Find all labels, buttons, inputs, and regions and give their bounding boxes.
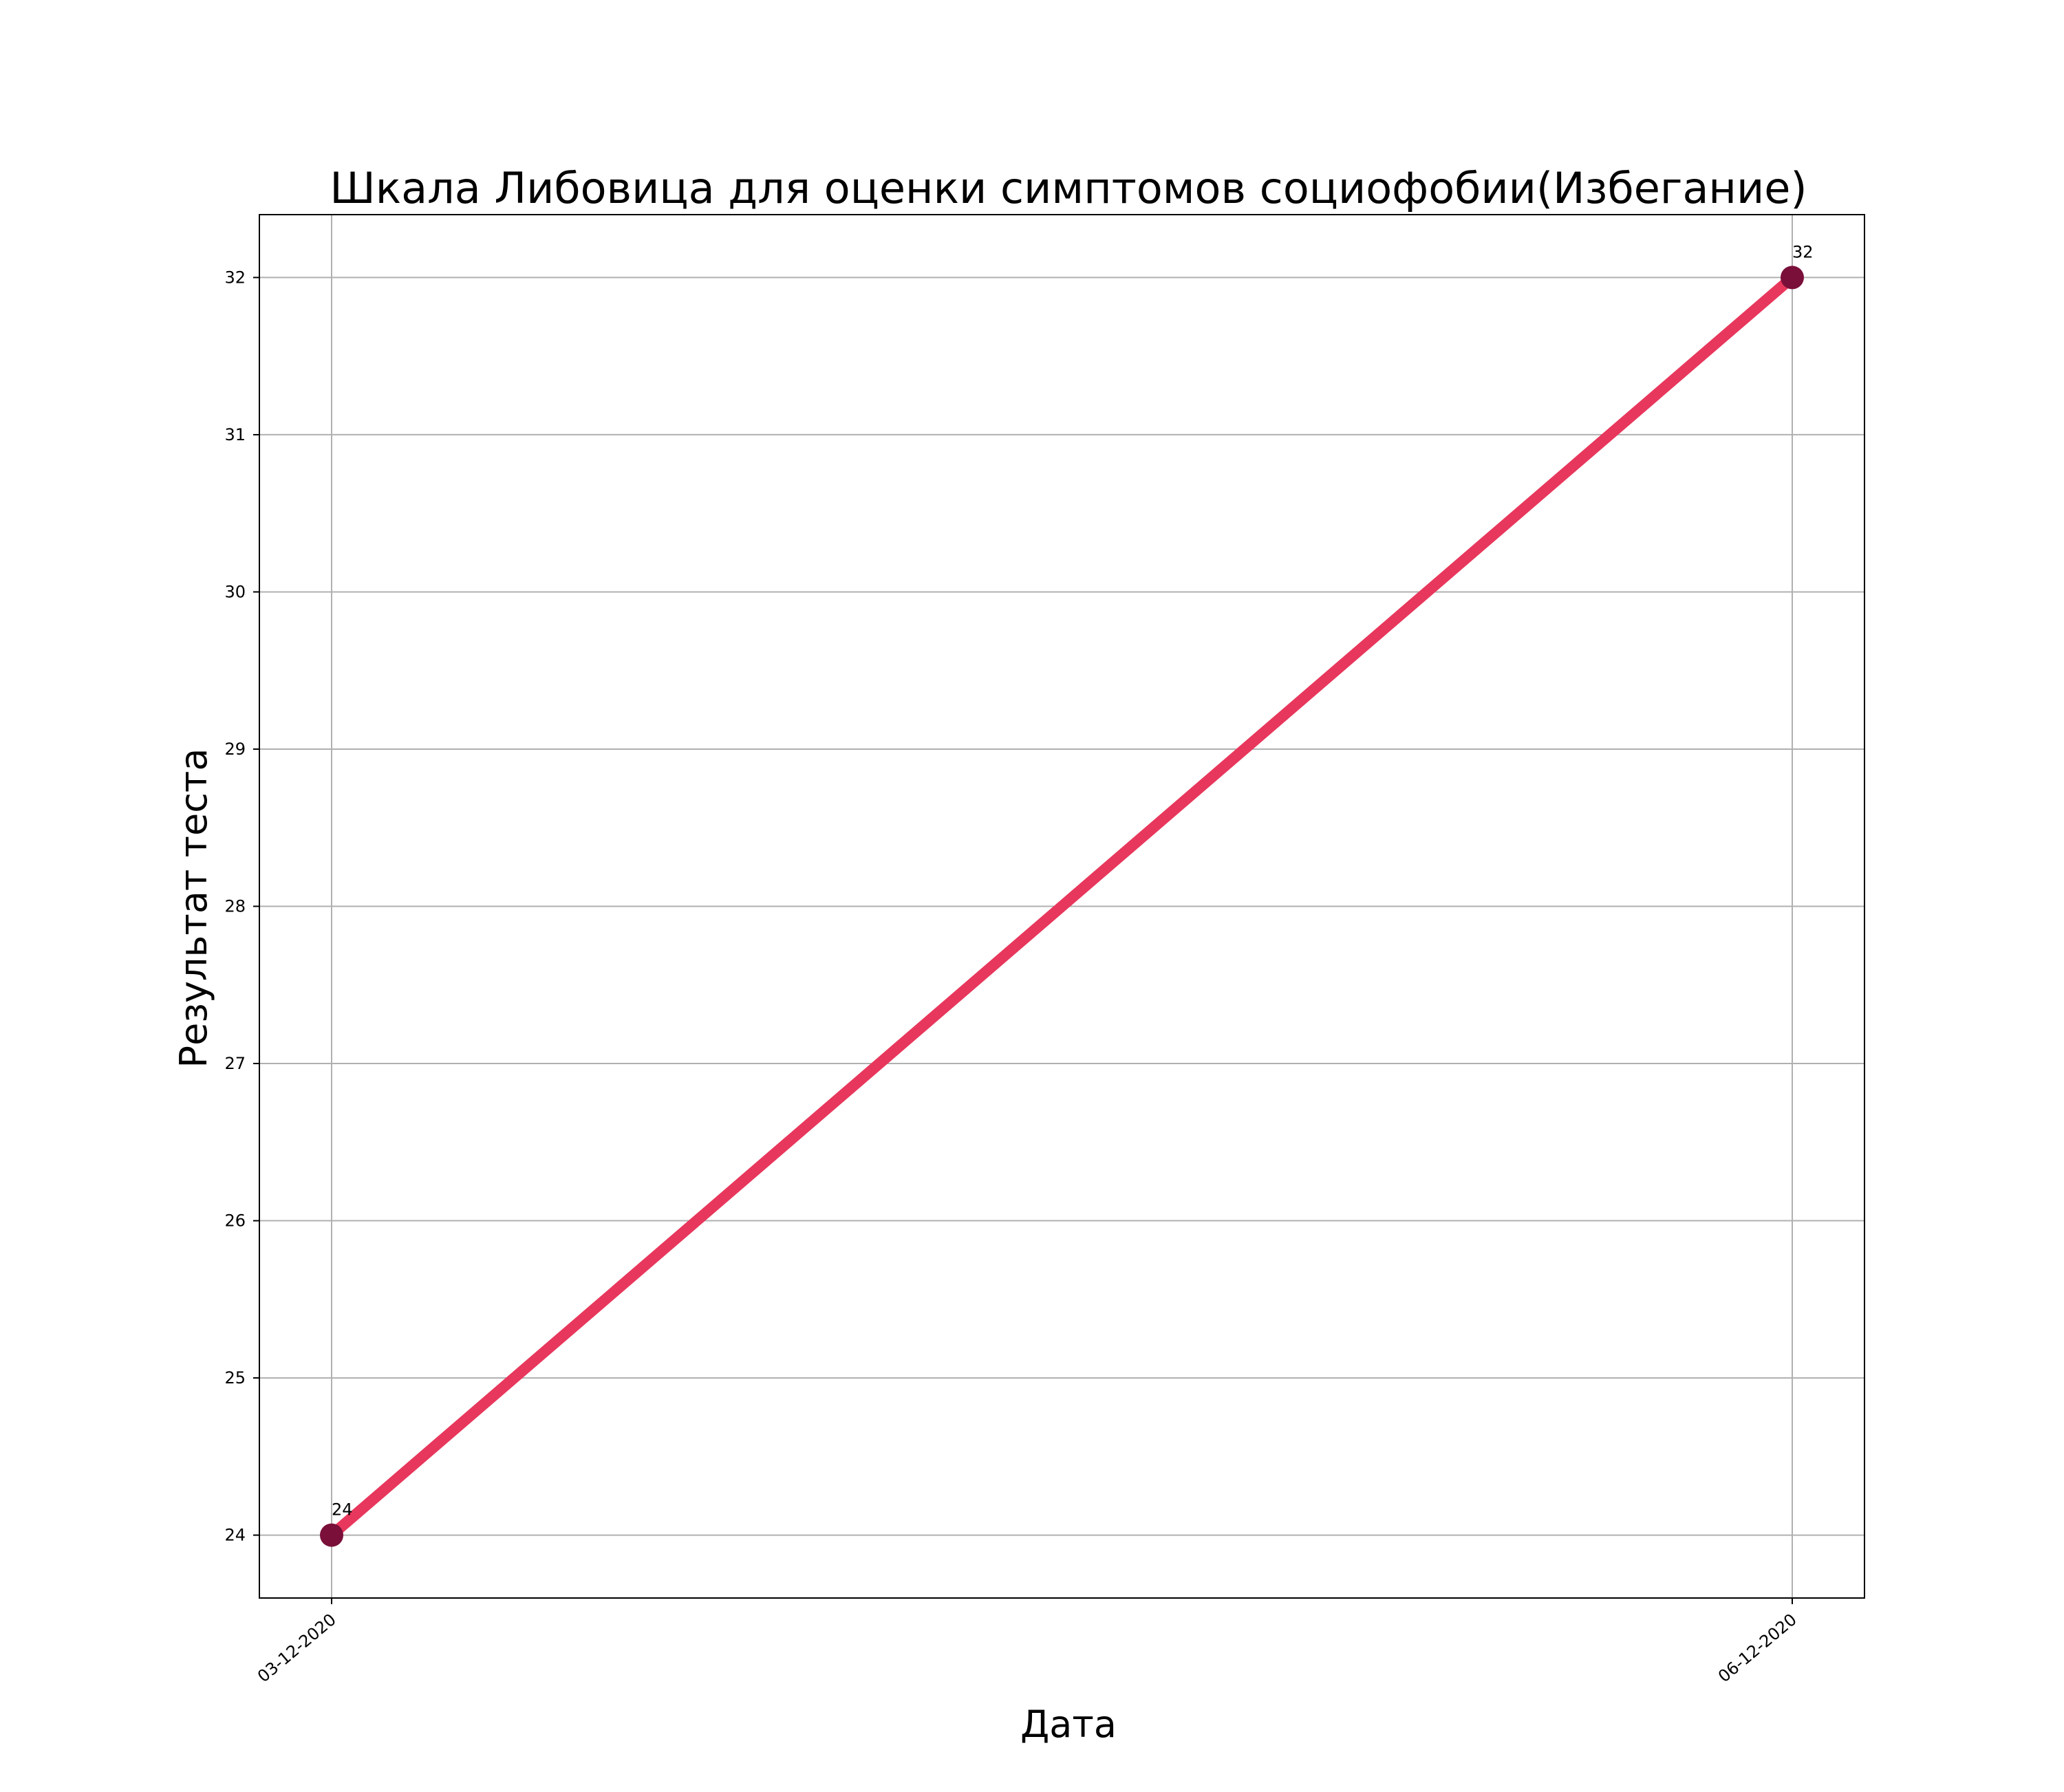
data-point bbox=[320, 1523, 343, 1547]
y-axis-label: Результат теста bbox=[172, 748, 215, 1068]
y-tick-label: 30 bbox=[224, 582, 246, 601]
y-tick-label: 24 bbox=[224, 1526, 246, 1545]
series-layer: 24 32 bbox=[320, 242, 1814, 1547]
y-tick-label: 31 bbox=[224, 425, 246, 444]
data-label: 32 bbox=[1792, 242, 1814, 261]
series-line bbox=[326, 272, 1798, 1541]
data-point bbox=[1781, 266, 1804, 290]
y-tick-label: 28 bbox=[224, 897, 246, 916]
chart-title: Шкала Либовица для оценки симптомов соци… bbox=[330, 163, 1807, 213]
x-axis-label: Дата bbox=[1020, 1703, 1117, 1746]
y-tick-label: 32 bbox=[224, 268, 246, 287]
y-tick-label: 26 bbox=[224, 1211, 246, 1231]
data-label: 24 bbox=[332, 1500, 353, 1520]
y-tick-label: 25 bbox=[224, 1368, 246, 1388]
y-tick-label: 29 bbox=[224, 740, 246, 759]
y-tick-label: 27 bbox=[224, 1054, 246, 1073]
